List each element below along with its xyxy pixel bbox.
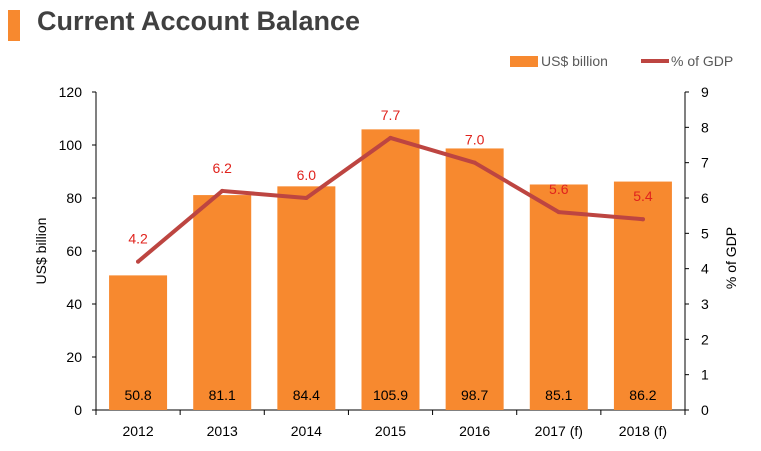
y-tick-label: 0	[74, 402, 82, 418]
y2-tick-label: 3	[701, 296, 709, 312]
y2-tick-label: 5	[701, 225, 709, 241]
legend-bar-swatch	[510, 56, 538, 67]
legend-bar-label: US$ billion	[541, 53, 608, 69]
x-tick-label: 2016	[459, 423, 490, 439]
y2-tick-label: 8	[701, 119, 709, 135]
bar-data-label: 105.9	[373, 387, 408, 403]
bar	[361, 129, 420, 411]
y-tick-label: 40	[66, 296, 82, 312]
line-data-label: 6.2	[212, 160, 232, 176]
bar	[109, 275, 168, 410]
bar	[445, 148, 504, 410]
chart-title: Current Account Balance	[37, 6, 361, 36]
bar	[277, 186, 336, 410]
bar-data-label: 84.4	[293, 387, 320, 403]
line-point	[304, 196, 309, 200]
line-data-label: 7.0	[465, 132, 485, 148]
line-point	[640, 217, 645, 222]
bar-data-label: 85.1	[545, 387, 572, 403]
title-accent-bar	[8, 10, 20, 41]
x-tick-label: 2014	[291, 423, 322, 439]
bar-data-label: 86.2	[629, 387, 656, 403]
y-tick-label: 120	[59, 84, 83, 100]
x-tick-label: 2015	[375, 423, 406, 439]
bar	[193, 195, 252, 410]
y2-tick-label: 2	[701, 331, 709, 347]
x-tick-label: 2012	[122, 423, 153, 439]
x-tick-label: 2013	[207, 423, 238, 439]
line-data-label: 6.0	[297, 167, 317, 183]
line-data-label: 5.4	[633, 188, 653, 204]
y-tick-label: 100	[59, 137, 83, 153]
y2-tick-label: 9	[701, 84, 709, 100]
y2-tick-label: 7	[701, 155, 709, 171]
bar-data-label: 50.8	[124, 387, 151, 403]
line-data-label: 4.2	[128, 231, 148, 247]
y2-tick-label: 6	[701, 190, 709, 206]
x-tick-label: 2018 (f)	[619, 423, 667, 439]
line-data-label: 5.6	[549, 181, 569, 197]
y-tick-label: 80	[66, 190, 82, 206]
bar-data-label: 81.1	[209, 387, 236, 403]
y2-tick-label: 1	[701, 367, 709, 383]
bar-data-label: 98.7	[461, 387, 488, 403]
legend: US$ billion % of GDP	[510, 53, 733, 69]
y-tick-label: 60	[66, 243, 82, 259]
y2-tick-label: 0	[701, 402, 709, 418]
line-point	[388, 135, 393, 140]
legend-line-label: % of GDP	[671, 53, 733, 69]
line-point	[472, 160, 477, 165]
y2-tick-label: 4	[701, 261, 709, 277]
x-tick-label: 2017 (f)	[535, 423, 583, 439]
line-point	[136, 259, 141, 264]
bar	[529, 184, 588, 410]
line-data-label: 7.7	[381, 107, 401, 123]
y-tick-label: 20	[66, 349, 82, 365]
line-point	[556, 210, 561, 215]
y2-axis-label: % of GDP	[723, 227, 739, 289]
line-point	[220, 188, 225, 193]
y-axis-label: US$ billion	[33, 218, 49, 285]
